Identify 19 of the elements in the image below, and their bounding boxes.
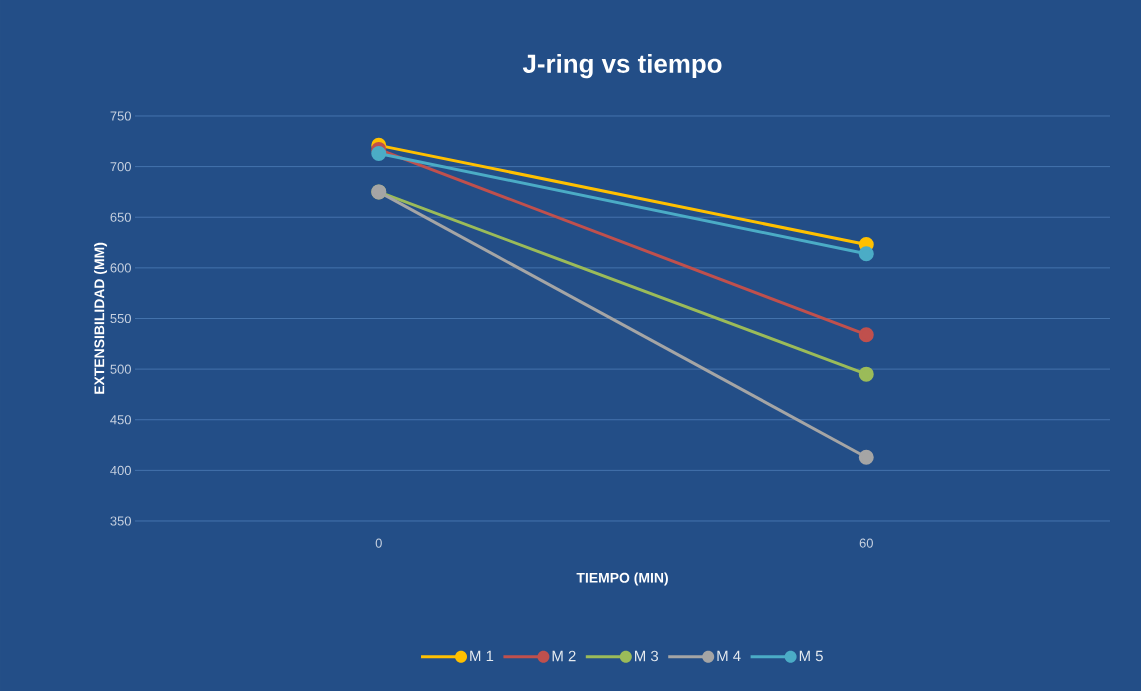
x-axis-title: TIEMPO (MIN) [576,572,668,586]
y-axis-title: EXTENSIBILIDAD (MM) [94,242,108,394]
y-tick-label: 700 [110,162,131,172]
y-tick-label: 400 [110,465,131,475]
legend-label: M 4 [717,650,741,662]
y-tick-label: 450 [110,415,131,425]
legend-label: M 5 [799,650,823,662]
x-tick-label: 60 [859,538,873,548]
chart-title: J-ring vs tiempo [522,53,722,79]
y-tick-label: 750 [110,111,131,121]
legend-label: M 2 [552,650,576,662]
y-tick-label: 600 [110,263,131,273]
y-tick-label: 350 [110,516,131,526]
legend-label: M 3 [635,650,659,662]
y-tick-label: 500 [110,364,131,374]
y-tick-label: 650 [110,212,131,222]
legend-label: M 1 [470,650,494,662]
x-tick-label: 0 [375,538,382,548]
y-tick-label: 550 [110,313,131,324]
